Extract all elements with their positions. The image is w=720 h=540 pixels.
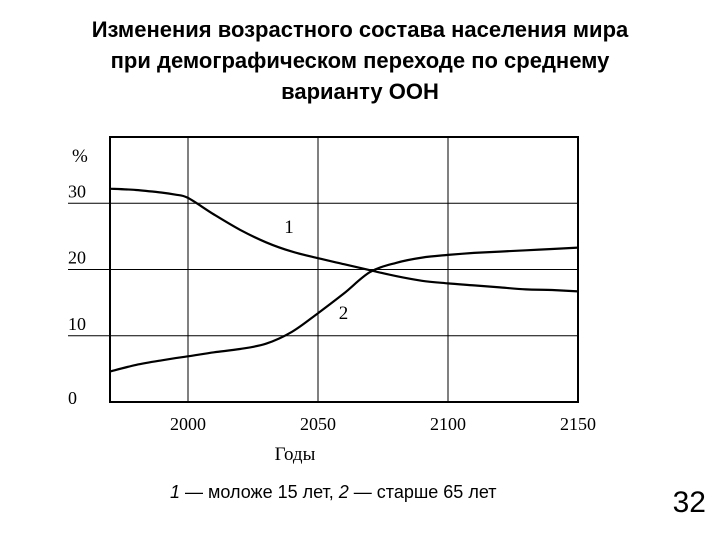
series-lines xyxy=(109,187,579,373)
y-tick-label-10: 10 xyxy=(68,314,86,334)
x-tick-label-2050: 2050 xyxy=(300,414,336,434)
x-axis-label: Годы xyxy=(275,444,316,465)
legend-text-1: — моложе 15 лет, xyxy=(180,482,339,502)
tick-labels: 2000 2050 2100 2150 0 10 20 30 xyxy=(68,181,596,434)
series-line-2 xyxy=(109,246,579,373)
y-tick-label-0: 0 xyxy=(68,388,77,408)
y-tick-label-30: 30 xyxy=(68,181,86,201)
legend-caption: 1 — моложе 15 лет, 2 — старше 65 лет xyxy=(170,482,496,503)
page-number: 32 xyxy=(672,486,706,519)
x-tick-label-2150: 2150 xyxy=(560,414,596,434)
series-line-1 xyxy=(109,187,579,293)
y-axis-label: % xyxy=(72,146,88,167)
series-label-1: 1 xyxy=(284,217,294,238)
x-tick-label-2100: 2100 xyxy=(430,414,466,434)
legend-number-2: 2 xyxy=(338,482,349,502)
slide-title: Изменения возрастного состава населения … xyxy=(91,17,629,104)
plot-frame xyxy=(109,136,579,403)
y-tick-label-20: 20 xyxy=(68,248,86,268)
x-tick-label-2000: 2000 xyxy=(170,414,206,434)
legend-text-2: — старше 65 лет xyxy=(348,482,497,502)
series-label-2: 2 xyxy=(339,303,349,324)
legend-number-1: 1 xyxy=(170,482,181,502)
